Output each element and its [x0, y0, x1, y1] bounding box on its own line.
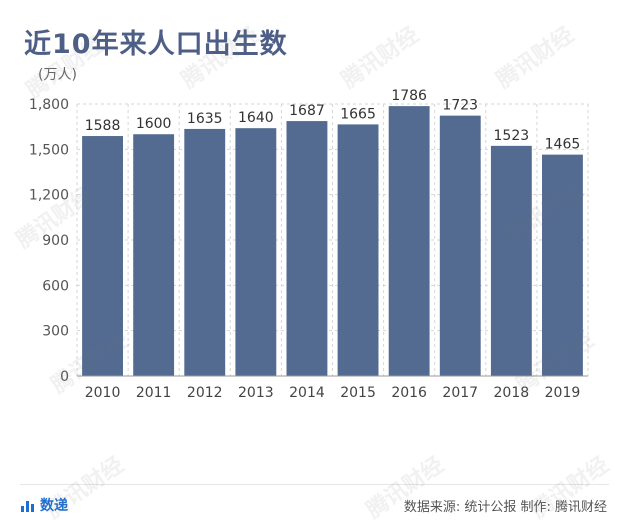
- y-tick-label: 1,200: [29, 188, 69, 204]
- data-label: 1588: [85, 118, 121, 134]
- chart-title: 近10年来人口出生数: [24, 29, 288, 60]
- data-label: 1687: [289, 103, 325, 119]
- data-label: 1665: [340, 106, 376, 122]
- x-tick-label: 2010: [85, 385, 121, 401]
- data-label: 1600: [136, 116, 172, 132]
- y-tick-label: 900: [42, 233, 69, 249]
- data-label: 1635: [187, 111, 223, 127]
- y-tick-label: 1,800: [29, 97, 69, 113]
- data-label: 1723: [442, 98, 478, 114]
- x-tick-label: 2019: [545, 385, 581, 401]
- data-label: 1640: [238, 110, 274, 126]
- bar: [82, 136, 123, 376]
- y-tick-label: 300: [42, 324, 69, 340]
- data-label: 1786: [391, 88, 427, 104]
- bar: [337, 124, 379, 377]
- y-tick-label: 1,500: [29, 142, 69, 158]
- y-axis-unit: (万人): [38, 67, 77, 83]
- footer-divider: [20, 484, 609, 485]
- x-tick-label: 2018: [494, 385, 530, 401]
- bar: [286, 121, 328, 376]
- brand-name: 数递: [40, 498, 68, 514]
- data-label: 1523: [494, 128, 530, 144]
- bar: [490, 145, 532, 376]
- bar: [133, 134, 175, 376]
- x-tick-label: 2014: [289, 385, 325, 401]
- bar: [235, 128, 277, 376]
- x-tick-label: 2017: [442, 385, 478, 401]
- x-tick-label: 2015: [340, 385, 376, 401]
- x-tick-label: 2012: [187, 385, 223, 401]
- bar: [388, 106, 430, 377]
- brand-logo: 数递: [20, 495, 68, 515]
- bar-chart-icon: [21, 501, 34, 512]
- x-tick-label: 2016: [391, 385, 427, 401]
- x-tick-label: 2013: [238, 385, 274, 401]
- bar: [184, 128, 226, 376]
- y-tick-label: 0: [60, 369, 69, 385]
- y-tick-label: 600: [42, 278, 69, 294]
- data-label: 1465: [545, 137, 581, 153]
- bar: [439, 115, 481, 376]
- bar-chart: 0 300 600 900 1,200 1,500 1,800 1588 2010 1600 201…: [29, 88, 589, 401]
- x-tick-label: 2011: [136, 385, 172, 401]
- source-note: 数据来源: 统计公报 制作: 腾讯财经: [403, 500, 607, 515]
- bar: [542, 154, 583, 376]
